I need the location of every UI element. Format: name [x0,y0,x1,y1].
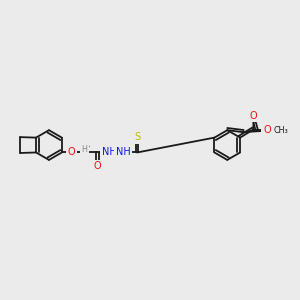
Text: S: S [134,132,140,142]
Text: S: S [263,126,269,136]
Text: CH₃: CH₃ [273,126,288,135]
Text: Cl: Cl [249,109,259,119]
Text: O: O [94,161,101,171]
Text: O: O [68,148,76,158]
Text: O: O [263,125,271,135]
Text: NH: NH [116,148,130,158]
Text: O: O [250,111,257,121]
Text: H: H [82,145,88,154]
Text: NH: NH [102,148,117,158]
